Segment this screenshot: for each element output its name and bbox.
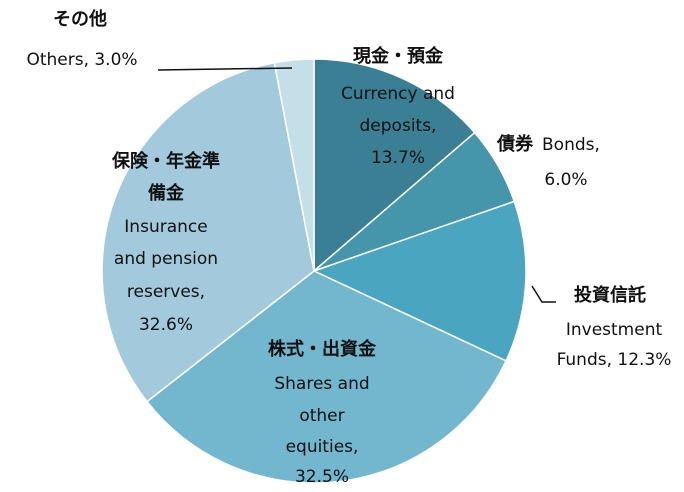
data-label: 6.0%	[544, 170, 587, 190]
pie-slice	[101, 61, 315, 403]
data-label: Shares and	[274, 374, 369, 394]
data-label: reserves,	[127, 282, 205, 302]
label-ja: 保険・年金準	[111, 150, 220, 172]
label-ja: 株式・出資金	[268, 338, 377, 360]
data-label: Currency and	[341, 84, 455, 104]
pie-slice	[145, 270, 508, 484]
data-label: Investment	[566, 320, 663, 340]
leader-line	[157, 67, 293, 71]
pie-slice	[273, 58, 315, 272]
label-ja: その他	[53, 8, 107, 30]
data-label: Funds, 12.3%	[557, 350, 672, 370]
pie-slice	[313, 58, 476, 273]
data-label: and pension	[114, 249, 218, 269]
data-label: Insurance	[124, 217, 207, 237]
data-label: Bonds,	[542, 135, 600, 155]
data-label: 32.6%	[139, 315, 193, 335]
data-label: deposits,	[360, 116, 437, 136]
data-label: equities,	[286, 437, 359, 457]
data-label: 32.5%	[295, 467, 349, 487]
data-label: Others, 3.0%	[26, 50, 137, 70]
label-ja: 債券	[496, 133, 534, 155]
data-label: 13.7%	[371, 148, 425, 168]
label-ja: 現金・預金	[353, 45, 444, 67]
leader-line	[531, 285, 556, 303]
label-ja: 備金	[148, 182, 185, 204]
pie-slice	[312, 200, 527, 362]
data-label: other	[299, 406, 344, 426]
label-ja: 投資信託	[574, 284, 646, 306]
